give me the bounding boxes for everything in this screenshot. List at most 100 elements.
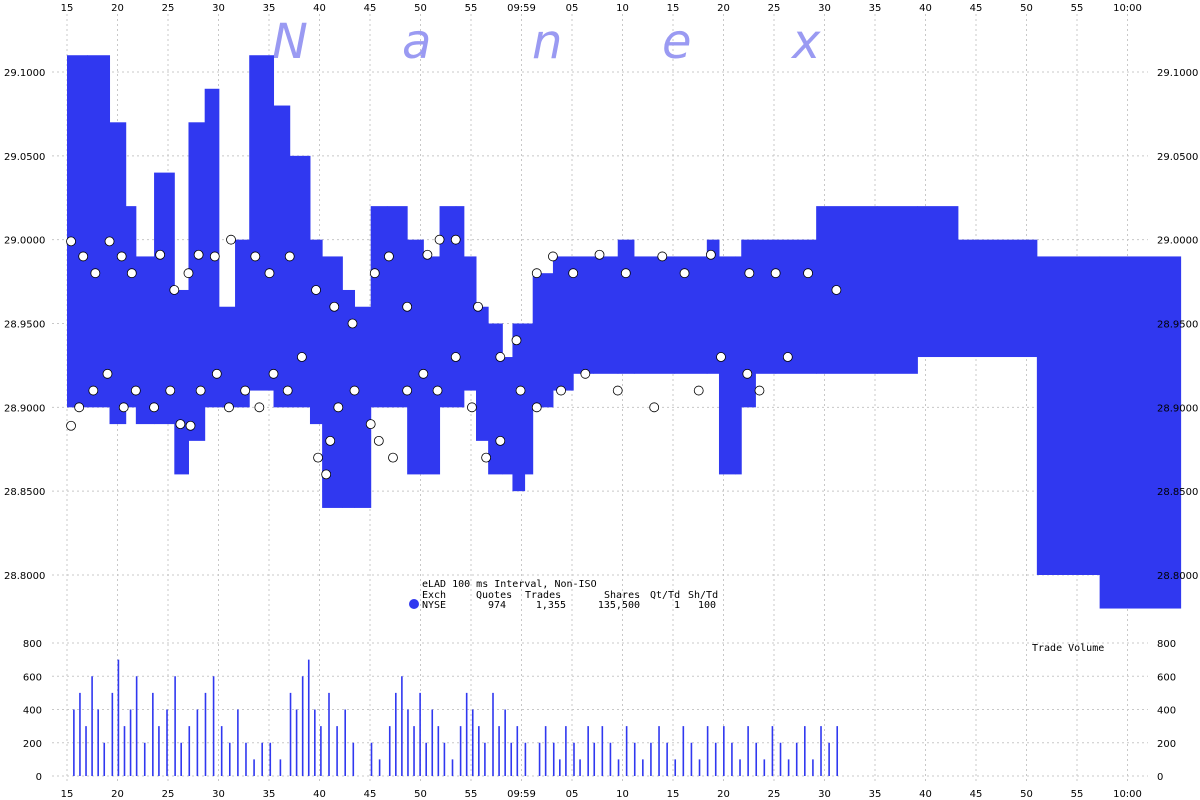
y-tick-label-right: 28.8000 [1157,571,1198,582]
quote-spread-step [552,256,574,391]
quote-spread-step [735,256,742,475]
x-tick-label-bottom: 15 [61,789,74,800]
volume-bar [320,726,322,776]
x-tick-label-top: 55 [1071,3,1084,14]
volume-bar [395,692,397,776]
volume-bar [625,726,628,776]
trade-marker [321,469,332,480]
x-tick-label-bottom: 35 [263,789,276,800]
trade-marker [211,368,222,379]
trade-marker [649,402,660,413]
volume-bar [344,709,346,776]
volume-bar [451,759,454,776]
trade-marker [126,268,137,279]
volume-tick-label-left: 400 [23,706,42,717]
volume-bar [666,742,668,776]
quote-spread-step [633,256,675,374]
quote-spread-step [775,239,817,374]
quote-spread-step [1099,256,1182,609]
trade-marker [473,301,483,312]
volume-bar [471,709,474,776]
x-tick-label-top: 09:59 [507,3,536,14]
volume-bar [478,726,480,776]
volume-bar [828,742,830,776]
quote-spread-step [109,122,127,425]
quote-spread-step [322,256,343,508]
quote-spread-step [476,306,489,441]
trade-marker [744,268,755,279]
trade-marker [149,402,159,413]
volume-bar [117,659,120,776]
trade-marker [193,249,204,260]
x-tick-label-top: 25 [162,3,175,14]
y-tick-label-left: 28.8500 [4,487,45,498]
volume-bar [795,742,798,776]
quote-spread-step [617,239,635,374]
quote-spread-step [706,239,720,374]
x-tick-label-top: 35 [869,3,882,14]
legend-header-trades: Trades [525,590,561,601]
volume-bar [425,742,427,776]
volume-tick-label-right: 800 [1157,639,1176,650]
trade-marker [282,385,293,396]
volume-bar [174,676,176,776]
y-tick-label-right: 28.9000 [1157,403,1198,414]
volume-bar [771,726,774,776]
volume-bar [642,759,644,776]
trade-marker [450,352,461,362]
trade-marker [175,419,186,430]
x-tick-label-top: 15 [61,3,74,14]
x-tick-label-top: 15 [667,3,680,14]
x-tick-label-top: 30 [212,3,225,14]
volume-bar [301,676,304,776]
x-tick-label-top: 10:00 [1113,3,1142,14]
quote-spread-step [876,206,918,374]
quote-spread-step [273,105,291,408]
quote-spread-step [755,239,777,374]
volume-bar [413,726,415,776]
trade-marker [612,385,623,396]
volume-panel-label: Trade Volume [1032,643,1104,654]
y-tick-label-right: 29.1000 [1157,68,1198,79]
trade-marker [254,402,265,413]
volume-bar [763,759,766,776]
trade-marker [754,385,765,396]
trade-marker [365,419,376,430]
volume-tick-label-left: 0 [36,772,42,783]
x-tick-label-bottom: 05 [566,789,579,800]
y-tick-label-left: 29.0500 [4,152,45,163]
trade-marker [568,268,579,279]
legend-exch: NYSE [422,600,446,611]
trade-marker [90,268,101,279]
volume-bar [690,742,693,776]
x-tick-label-top: 25 [768,3,781,14]
x-tick-label-top: 40 [313,3,326,14]
volume-bar [804,726,806,776]
volume-bar [601,726,604,776]
quote-spread-step [204,88,220,408]
trade-marker [74,402,85,413]
volume-bar [143,742,146,776]
trade-marker [693,385,704,396]
volume-bar [437,726,440,776]
volume-bar [220,726,223,776]
volume-bar [579,759,581,776]
trade-marker [313,452,323,463]
volume-bar [237,709,239,776]
quote-spread-step [1079,256,1101,575]
trade-marker [369,268,380,279]
x-tick-label-top: 40 [919,3,932,14]
x-tick-label-top: 20 [717,3,730,14]
volume-bar [658,726,660,776]
x-tick-label-bottom: 30 [212,789,225,800]
volume-bar [538,742,541,776]
trade-marker [418,368,429,379]
quote-spread-step [67,55,88,408]
trade-marker [66,236,76,247]
volume-bar [253,759,255,776]
volume-bar [755,742,758,776]
trade-marker [226,234,236,245]
volume-bar [166,709,168,776]
volume-bar [836,726,839,776]
volume-bar [279,759,282,776]
